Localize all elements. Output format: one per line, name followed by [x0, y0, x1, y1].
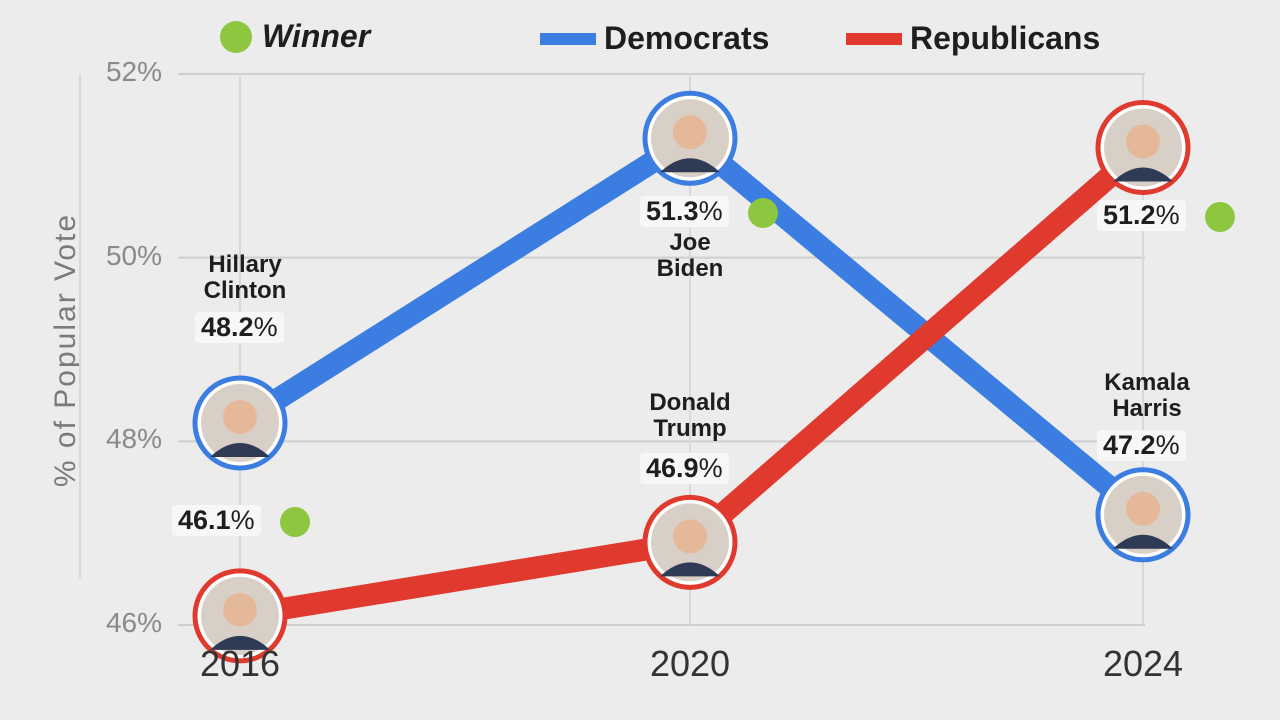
candidate-first-name: Kamala — [1104, 369, 1190, 396]
candidate-name: Kamala Harris — [1057, 370, 1237, 422]
portrait-face — [223, 592, 257, 627]
democrats-swatch — [540, 32, 596, 45]
portrait-face — [1126, 124, 1160, 159]
portrait-face — [223, 399, 257, 434]
republicans-swatch — [846, 32, 902, 45]
portrait-suit — [660, 562, 720, 577]
candidate-name: Donald Trump — [600, 390, 780, 442]
portrait-suit — [210, 635, 270, 650]
portrait-face — [1126, 491, 1160, 526]
portrait-suit — [660, 158, 720, 173]
legend-winner-label: Winner — [262, 18, 371, 54]
candidate-first-name: Joe — [669, 229, 711, 256]
candidate-name: Joe Biden — [600, 230, 780, 282]
candidate-last-name: Trump — [653, 415, 727, 442]
portrait-suit — [210, 442, 270, 457]
x-tick-label: 2024 — [1102, 643, 1184, 684]
candidate-last-name: Biden — [656, 255, 724, 282]
portrait-suit — [1113, 167, 1173, 182]
candidate-portrait-icon — [642, 90, 738, 186]
y-tick-label: 52% — [105, 56, 163, 87]
legend-democrats-label: Democrats — [604, 20, 770, 56]
vote-percentage-label: 51.2% — [1097, 200, 1186, 231]
winner-dot-icon — [280, 507, 310, 537]
candidate-portrait-icon — [1095, 99, 1191, 195]
candidate-last-name: Harris — [1112, 395, 1182, 422]
x-tick-label: 2016 — [199, 643, 281, 684]
portrait-face — [673, 115, 707, 150]
candidate-portrait-icon — [192, 375, 288, 471]
vote-percentage-label: 47.2% — [1097, 430, 1186, 461]
candidate-portrait-icon — [192, 568, 288, 664]
legend-republicans-label: Republicans — [910, 20, 1101, 56]
vote-percentage-label: 46.1% — [172, 505, 261, 536]
candidate-first-name: Hillary — [208, 251, 282, 278]
x-tick-label: 2020 — [649, 643, 731, 684]
winner-dot-icon — [1205, 202, 1235, 232]
candidate-markers — [192, 90, 1191, 664]
winner-dot-icon — [220, 20, 252, 53]
y-tick-label: 48% — [105, 423, 163, 455]
legend-winner: Winner — [220, 18, 370, 55]
grid — [79, 73, 1145, 626]
winner-dot-icon — [748, 198, 778, 228]
y-tick-label: 50% — [105, 239, 163, 271]
candidate-portrait-icon — [1095, 467, 1191, 563]
candidate-last-name: Clinton — [203, 277, 287, 304]
vote-percentage-label: 51.3% — [640, 196, 729, 227]
portrait-face — [673, 519, 707, 554]
legend-republicans: Republicans — [846, 20, 1100, 57]
legend-democrats: Democrats — [540, 20, 769, 57]
vote-percentage-label: 46.9% — [640, 453, 729, 484]
candidate-portrait-icon — [642, 494, 738, 590]
vote-percentage-label: 48.2% — [195, 312, 284, 343]
portrait-suit — [1113, 534, 1173, 549]
candidate-first-name: Donald — [649, 389, 731, 416]
y-tick-label: 46% — [105, 607, 163, 638]
candidate-name: Hillary Clinton — [155, 252, 335, 304]
